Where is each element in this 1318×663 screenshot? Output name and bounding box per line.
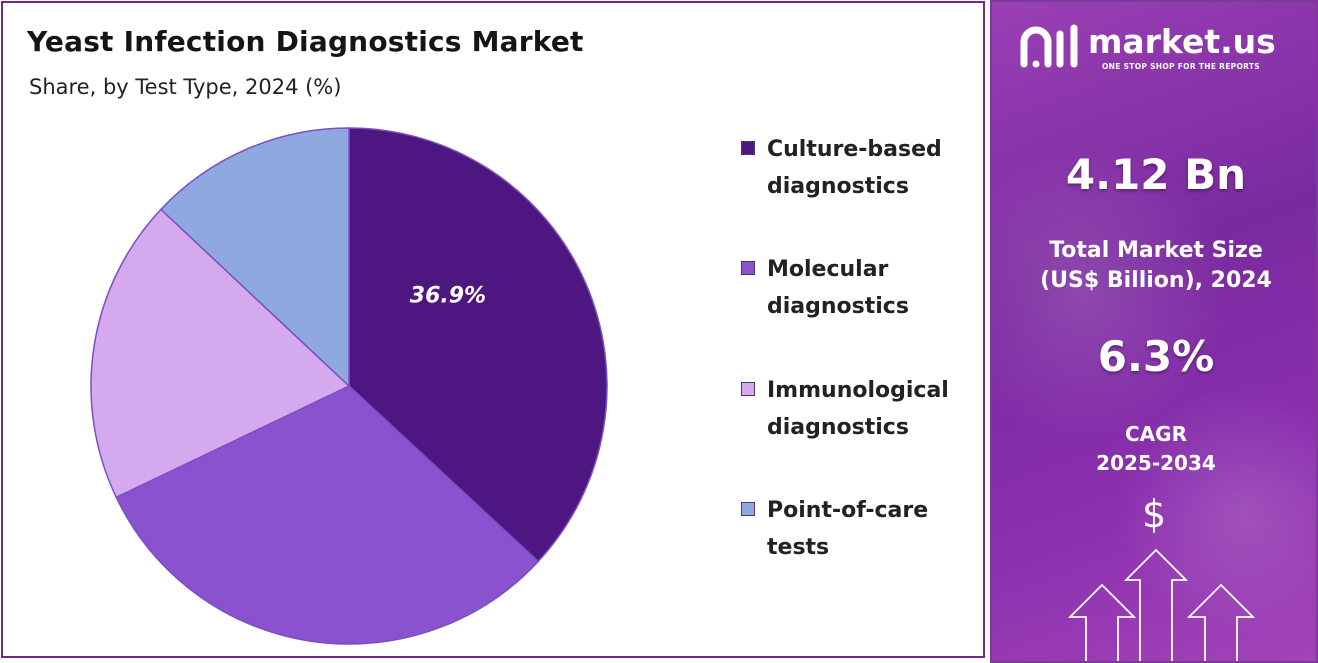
pie-slice-culture-based bbox=[348, 127, 608, 563]
legend-swatch bbox=[741, 382, 755, 396]
background-glow bbox=[992, 142, 1232, 442]
up-arrow-icon bbox=[1067, 583, 1137, 661]
chart-title: Yeast Infection Diagnostics Market bbox=[27, 25, 584, 58]
growth-arrows bbox=[1067, 548, 1256, 661]
pie-slice-molecular bbox=[115, 385, 540, 645]
legend-label: Culture-based diagnostics bbox=[767, 137, 942, 199]
legend-label: Molecular diagnostics bbox=[767, 257, 909, 319]
pie-slice-immunological bbox=[90, 208, 351, 499]
up-arrow-icon bbox=[1123, 548, 1189, 661]
pie-chart: 36.9% bbox=[90, 127, 608, 645]
logo-icon bbox=[1020, 24, 1078, 68]
market-size-label-line1: Total Market Size bbox=[1049, 238, 1263, 263]
dollar-icon: $ bbox=[1142, 492, 1167, 536]
pie-slice-point-of-care bbox=[159, 127, 350, 388]
cagr-label: CAGR 2025-2034 bbox=[992, 420, 1316, 478]
legend-swatch bbox=[741, 261, 755, 275]
chart-card: Yeast Infection Diagnostics Market Share… bbox=[1, 1, 985, 658]
up-arrow-icon bbox=[1186, 583, 1256, 661]
background-glow bbox=[1112, 382, 1316, 642]
legend-label: Point-of-care tests bbox=[767, 498, 929, 560]
legend-swatch bbox=[741, 141, 755, 155]
market-size-label-line2: (US$ Billion), 2024 bbox=[1040, 268, 1272, 293]
market-size-label: Total Market Size (US$ Billion), 2024 bbox=[992, 236, 1316, 296]
summary-panel: market.us ONE STOP SHOP FOR THE REPORTS … bbox=[990, 0, 1318, 663]
market-size-value: 4.12 Bn bbox=[1065, 150, 1247, 199]
brand-tagline: ONE STOP SHOP FOR THE REPORTS bbox=[1102, 62, 1260, 71]
chart-subtitle: Share, by Test Type, 2024 (%) bbox=[29, 75, 342, 99]
cagr-label-line2: 2025-2034 bbox=[1096, 451, 1216, 475]
cagr-label-line1: CAGR bbox=[1125, 422, 1187, 446]
legend-swatch bbox=[741, 502, 755, 516]
legend-label: Immunological diagnostics bbox=[767, 378, 949, 440]
cagr-value: 6.3% bbox=[1097, 332, 1215, 381]
data-label-culture-based: 36.9% bbox=[410, 283, 486, 308]
brand-name: market.us bbox=[1088, 22, 1276, 61]
